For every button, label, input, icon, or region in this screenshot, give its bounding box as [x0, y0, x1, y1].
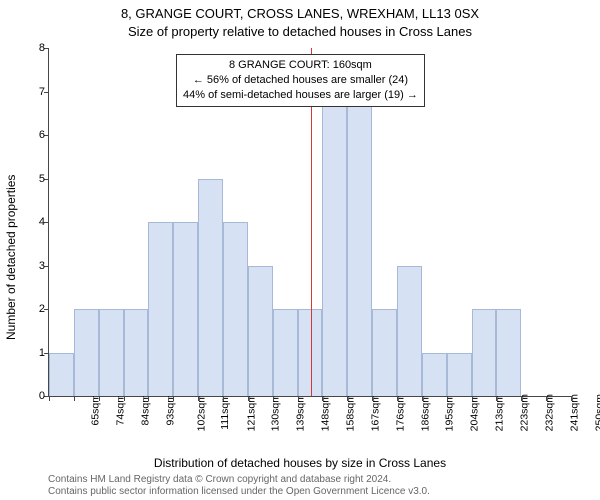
marker-info-line: 44% of semi-detached houses are larger (…: [183, 88, 418, 103]
x-tick-mark: [273, 396, 274, 401]
x-tick-mark: [347, 396, 348, 401]
x-tick-mark: [322, 396, 323, 401]
y-tick-label: 3: [21, 260, 45, 272]
histogram-bar: [223, 222, 248, 396]
y-axis-label: Number of detached properties: [4, 175, 18, 340]
x-tick-mark: [248, 396, 249, 401]
chart-title-address: 8, GRANGE COURT, CROSS LANES, WREXHAM, L…: [0, 6, 600, 21]
attribution-line-1: Contains HM Land Registry data © Crown c…: [48, 474, 430, 486]
x-tick-mark: [223, 396, 224, 401]
histogram-bar: [74, 309, 99, 396]
marker-info-line: ← 56% of detached houses are smaller (24…: [183, 73, 418, 88]
histogram-bar: [124, 309, 149, 396]
chart-container: 8, GRANGE COURT, CROSS LANES, WREXHAM, L…: [0, 0, 600, 500]
attribution-line-2: Contains public sector information licen…: [48, 486, 430, 498]
x-tick-mark: [198, 396, 199, 401]
x-tick-label: 204sqm: [469, 394, 481, 431]
y-tick-label: 2: [21, 303, 45, 315]
histogram-bar: [347, 92, 372, 397]
y-tick-label: 0: [21, 390, 45, 402]
y-tick-label: 6: [21, 129, 45, 141]
x-tick-mark: [546, 396, 547, 401]
x-tick-label: 213sqm: [494, 394, 506, 431]
x-tick-mark: [298, 396, 299, 401]
x-tick-label: 148sqm: [320, 394, 332, 431]
x-tick-label: 84sqm: [140, 394, 152, 426]
x-tick-label: 195sqm: [444, 394, 456, 431]
x-axis-label: Distribution of detached houses by size …: [0, 456, 600, 470]
x-tick-mark: [74, 396, 75, 401]
histogram-bar: [298, 309, 323, 396]
marker-info-box: 8 GRANGE COURT: 160sqm← 56% of detached …: [176, 54, 425, 107]
chart-title-subtitle: Size of property relative to detached ho…: [0, 24, 600, 39]
x-tick-mark: [148, 396, 149, 401]
y-tick-label: 4: [21, 216, 45, 228]
histogram-bar: [273, 309, 298, 396]
x-tick-label: 176sqm: [394, 394, 406, 431]
x-tick-label: 74sqm: [115, 394, 127, 426]
x-tick-mark: [496, 396, 497, 401]
y-tick-label: 5: [21, 173, 45, 185]
histogram-bar: [99, 309, 124, 396]
x-tick-mark: [472, 396, 473, 401]
histogram-bar: [496, 309, 521, 396]
histogram-bar: [173, 222, 198, 396]
x-tick-mark: [422, 396, 423, 401]
y-tick-label: 7: [21, 86, 45, 98]
y-tick-label: 1: [21, 347, 45, 359]
x-tick-mark: [397, 396, 398, 401]
attribution-text: Contains HM Land Registry data © Crown c…: [48, 474, 430, 498]
x-tick-label: 167sqm: [369, 394, 381, 431]
x-tick-label: 111sqm: [219, 394, 231, 430]
histogram-bar: [248, 266, 273, 397]
x-tick-label: 232sqm: [543, 394, 555, 431]
histogram-bar: [49, 353, 74, 397]
x-tick-mark: [521, 396, 522, 401]
x-tick-mark: [571, 396, 572, 401]
x-tick-label: 241sqm: [568, 394, 580, 431]
y-tick-label: 8: [21, 42, 45, 54]
x-tick-mark: [99, 396, 100, 401]
x-tick-mark: [124, 396, 125, 401]
plot-area: 01234567865sqm74sqm84sqm93sqm102sqm111sq…: [48, 48, 571, 397]
x-tick-label: 158sqm: [344, 394, 356, 431]
histogram-bar: [397, 266, 422, 397]
histogram-bar: [372, 309, 397, 396]
histogram-bar: [422, 353, 447, 397]
histogram-bar: [447, 353, 472, 397]
histogram-bar: [322, 92, 347, 397]
x-tick-label: 186sqm: [419, 394, 431, 431]
histogram-bar: [148, 222, 173, 396]
histogram-bar: [472, 309, 497, 396]
x-tick-label: 102sqm: [195, 394, 207, 431]
x-tick-label: 65sqm: [90, 394, 102, 426]
x-tick-label: 130sqm: [270, 394, 282, 431]
x-tick-mark: [447, 396, 448, 401]
x-tick-mark: [49, 396, 50, 401]
x-tick-label: 139sqm: [295, 394, 307, 431]
x-tick-label: 93sqm: [165, 394, 177, 426]
x-tick-label: 250sqm: [593, 394, 600, 431]
x-tick-label: 121sqm: [245, 394, 257, 431]
x-tick-label: 223sqm: [518, 394, 530, 431]
histogram-bar: [198, 179, 223, 397]
x-tick-mark: [372, 396, 373, 401]
x-tick-mark: [173, 396, 174, 401]
marker-info-line: 8 GRANGE COURT: 160sqm: [183, 58, 418, 73]
